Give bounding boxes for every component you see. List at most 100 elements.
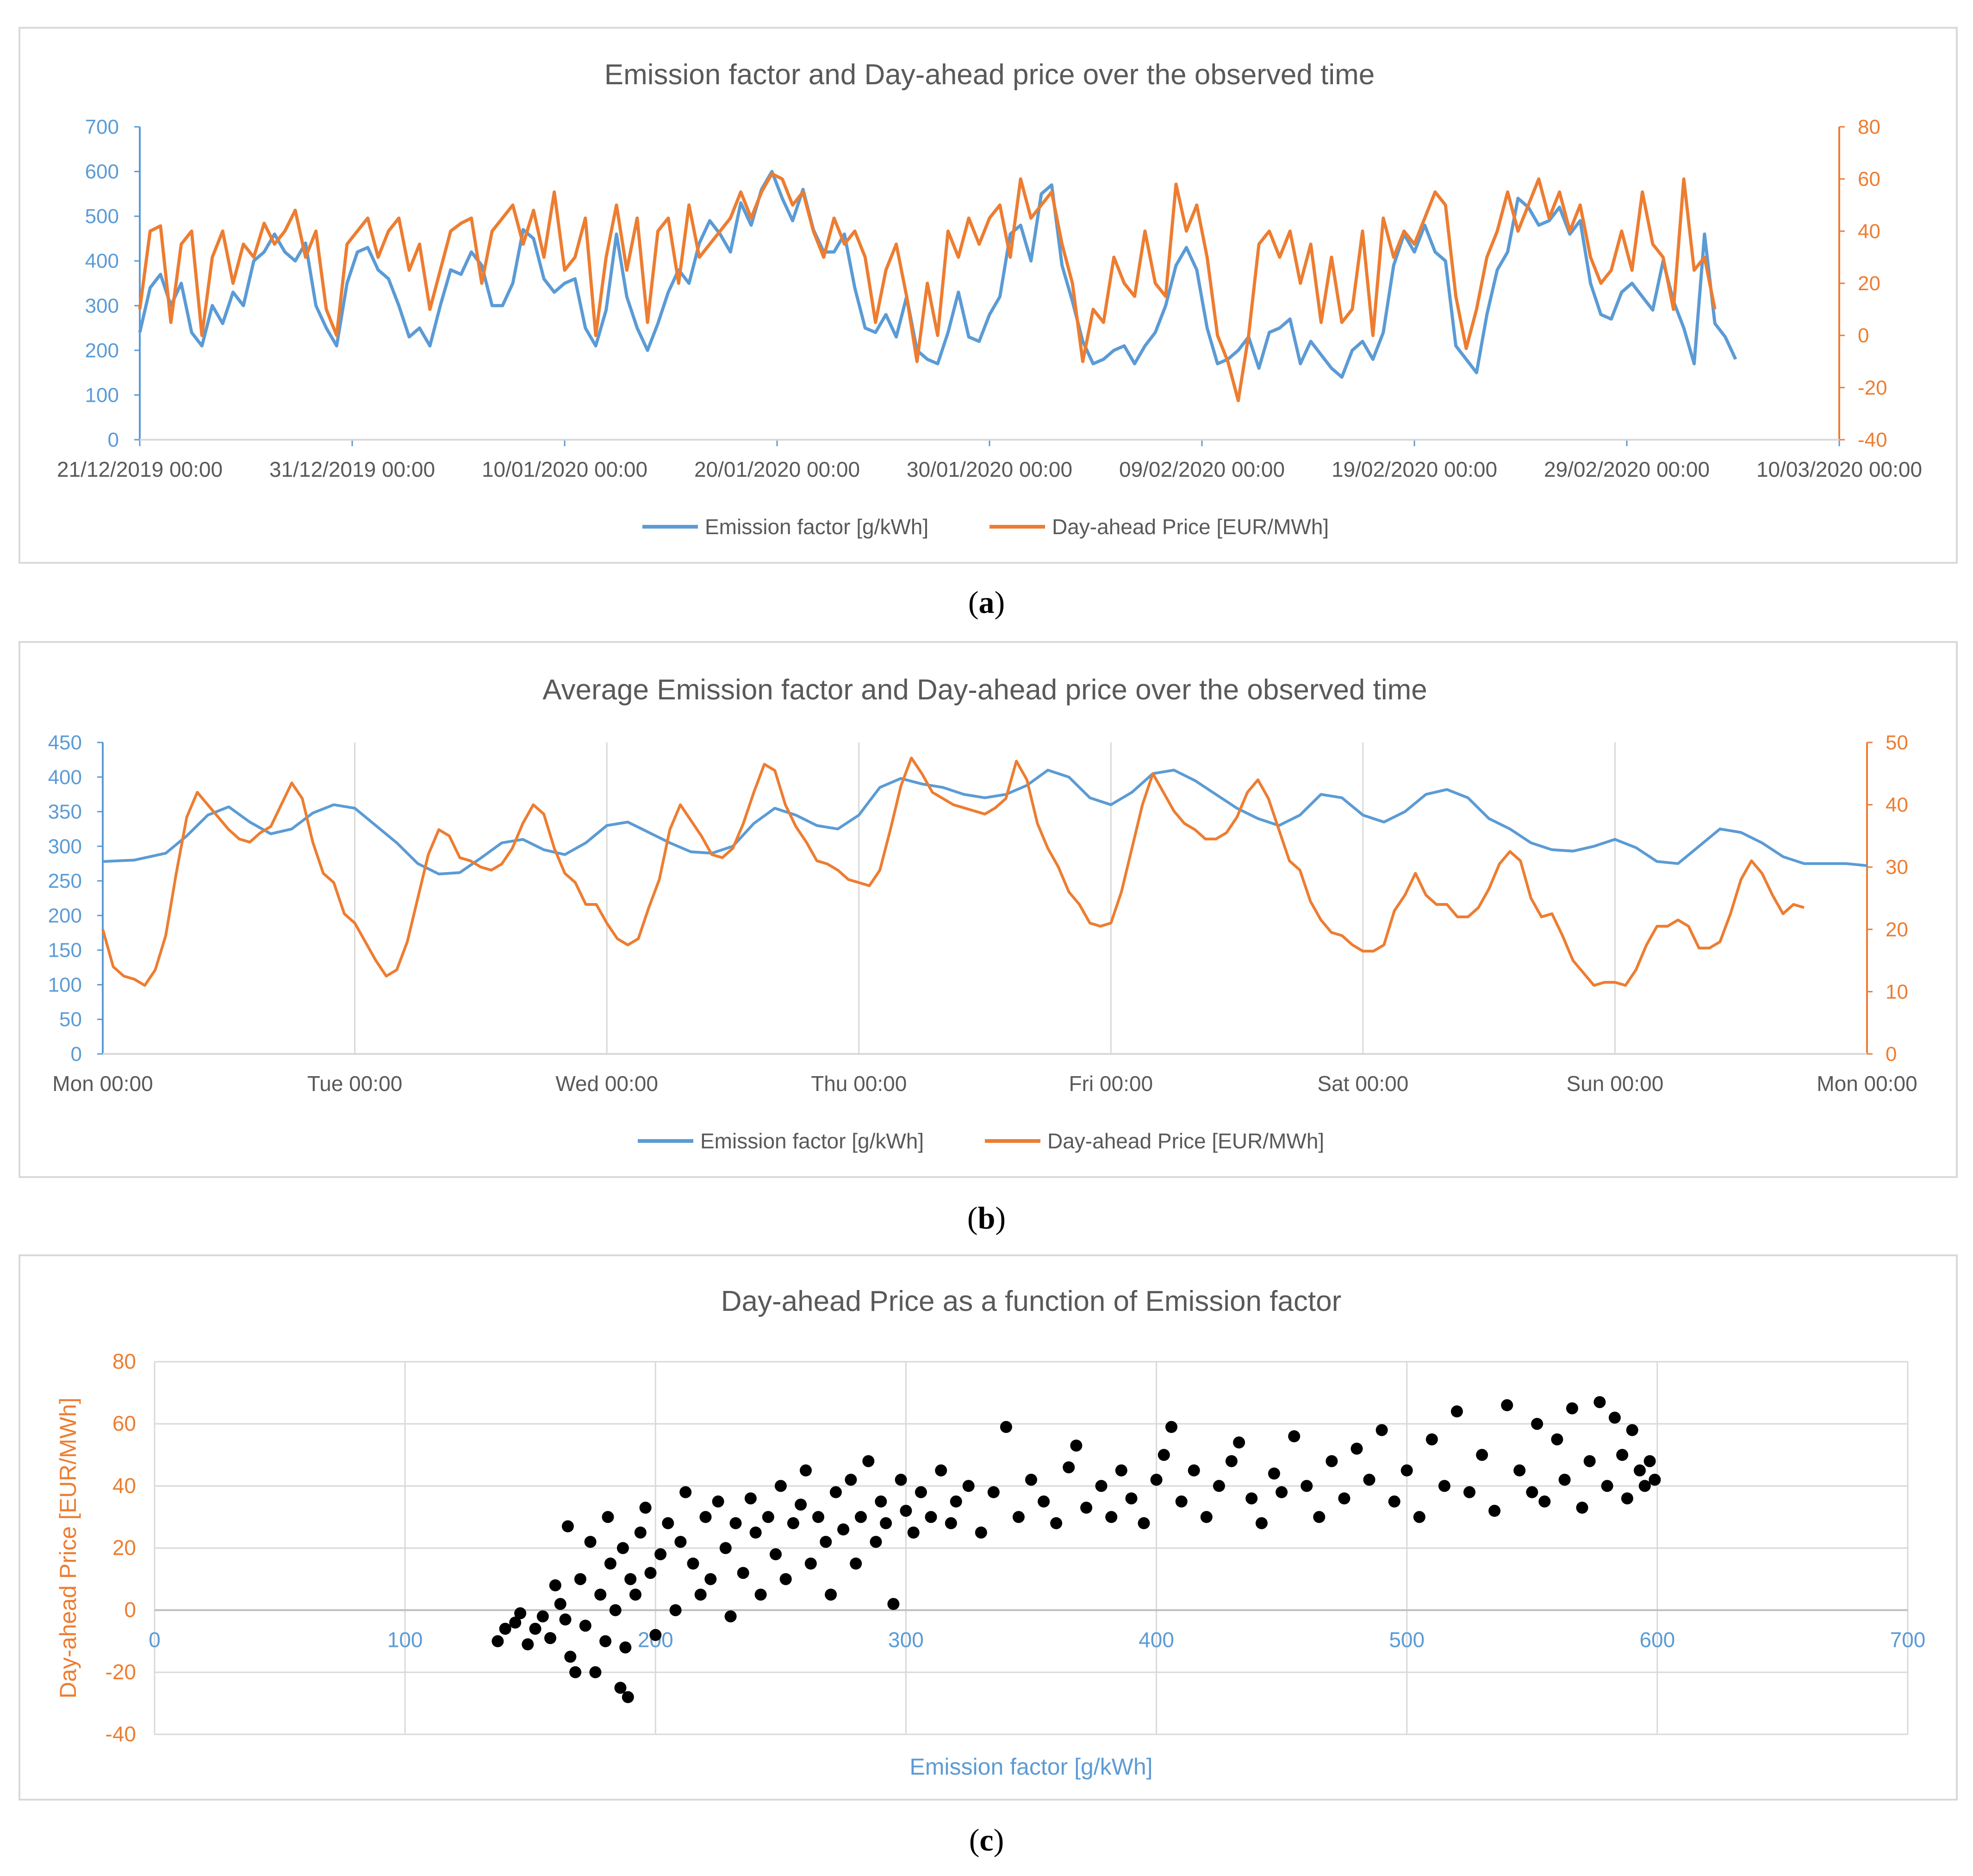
scatter-point: [945, 1517, 957, 1529]
scatter-point: [804, 1558, 817, 1570]
scatter-point: [1165, 1421, 1177, 1433]
y-left-tick-label: 0: [71, 1043, 82, 1066]
scatter-point: [950, 1495, 962, 1508]
scatter-point: [829, 1486, 842, 1498]
scatter-point: [850, 1558, 862, 1570]
y-left-tick-label: 600: [85, 161, 119, 183]
scatter-point: [509, 1616, 522, 1629]
scatter-point: [719, 1542, 732, 1554]
chart-title: Day-ahead Price as a function of Emissio…: [721, 1285, 1342, 1317]
x-tick-label: 100: [387, 1628, 423, 1652]
scatter-point: [1643, 1455, 1656, 1467]
scatter-point: [724, 1610, 737, 1623]
scatter-point: [812, 1511, 824, 1523]
scatter-point: [975, 1527, 987, 1539]
y-left-tick-label: 50: [59, 1008, 82, 1031]
scatter-point: [1576, 1502, 1588, 1514]
y-left-tick-label: 100: [48, 973, 82, 996]
scatter-point: [1531, 1418, 1544, 1430]
scatter-point: [599, 1635, 612, 1647]
scatter-point: [1601, 1480, 1613, 1492]
scatter-point: [629, 1589, 641, 1601]
scatter-point: [1375, 1424, 1388, 1436]
x-tick-label: Sat 00:00: [1317, 1072, 1408, 1096]
scatter-point: [1268, 1467, 1280, 1480]
scatter-point: [584, 1536, 597, 1548]
y-left-tick-label: 400: [48, 766, 82, 789]
scatter-point: [662, 1517, 674, 1529]
y-tick-label: -20: [106, 1660, 136, 1684]
legend-emission-label: Emission factor [g/kWh]: [705, 515, 928, 539]
scatter-point: [1626, 1424, 1638, 1436]
scatter-point: [1125, 1492, 1138, 1505]
scatter-point: [744, 1492, 757, 1505]
scatter-point: [594, 1589, 607, 1601]
scatter-point: [1301, 1480, 1313, 1492]
scatter-point: [1488, 1505, 1501, 1517]
x-tick-label: Thu 00:00: [811, 1072, 907, 1096]
scatter-point: [1150, 1473, 1163, 1486]
scatter-point: [737, 1567, 749, 1579]
scatter-point: [1288, 1430, 1301, 1442]
scatter-point: [687, 1558, 699, 1570]
scatter-point: [1105, 1511, 1118, 1523]
scatter-point: [837, 1523, 850, 1536]
scatter-point: [574, 1573, 586, 1585]
scatter-point: [561, 1520, 574, 1533]
scatter-point: [845, 1473, 857, 1486]
scatter-point: [787, 1517, 799, 1529]
scatter-point: [875, 1495, 887, 1508]
x-tick-label: Wed 00:00: [555, 1072, 658, 1096]
scatter-point: [499, 1622, 511, 1635]
chart-b-svg: Average Emission factor and Day-ahead pr…: [48, 674, 1917, 1153]
scatter-point: [1233, 1436, 1245, 1449]
scatter-point: [770, 1548, 782, 1560]
scatter-point: [754, 1589, 767, 1601]
scatter-point: [624, 1573, 637, 1585]
y-axis-title: Day-ahead Price [EUR/MWh]: [55, 1397, 81, 1698]
y-left-tick-label: 450: [48, 731, 82, 754]
y-tick-label: 60: [112, 1411, 136, 1435]
x-tick-label: 300: [888, 1628, 924, 1652]
y-right-tick-label: -40: [1858, 429, 1887, 451]
scatter-point: [654, 1548, 667, 1560]
scatter-point: [492, 1635, 504, 1647]
x-tick-label: 30/01/2020 00:00: [907, 457, 1072, 481]
scatter-point: [1338, 1492, 1351, 1505]
scatter-point: [1188, 1464, 1200, 1477]
scatter-point: [779, 1573, 792, 1585]
scatter-point: [1245, 1492, 1258, 1505]
scatter-point: [1255, 1517, 1268, 1529]
scatter-point: [679, 1486, 692, 1498]
x-tick-label: Mon 00:00: [1817, 1072, 1917, 1096]
x-tick-label: 31/12/2019 00:00: [269, 457, 435, 481]
legend-emission-label: Emission factor [g/kWh]: [700, 1129, 924, 1153]
x-tick-label: Sun 00:00: [1567, 1072, 1664, 1096]
scatter-point: [1638, 1480, 1651, 1492]
scatter-point: [1608, 1411, 1621, 1424]
x-tick-label: 600: [1639, 1628, 1675, 1652]
scatter-point: [609, 1604, 622, 1616]
scatter-point: [825, 1589, 837, 1601]
scatter-point: [1526, 1486, 1538, 1498]
scatter-point: [614, 1682, 627, 1694]
x-tick-label: 10/01/2020 00:00: [482, 457, 647, 481]
scatter-point: [529, 1622, 541, 1635]
y-tick-label: 40: [112, 1473, 136, 1497]
y-right-tick-label: 20: [1858, 272, 1880, 295]
scatter-point: [1593, 1396, 1606, 1409]
scatter-point: [862, 1455, 875, 1467]
scatter-point: [855, 1511, 867, 1523]
scatter-point: [1501, 1399, 1513, 1411]
y-tick-label: 0: [124, 1598, 136, 1622]
y-left-tick-label: 200: [48, 904, 82, 927]
scatter-point: [1363, 1473, 1375, 1486]
y-right-tick-label: 60: [1858, 168, 1880, 191]
scatter-point: [1138, 1517, 1150, 1529]
scatter-point: [644, 1567, 657, 1579]
y-left-tick-label: 0: [108, 429, 119, 451]
x-tick-label: 29/02/2020 00:00: [1544, 457, 1710, 481]
y-left-tick-label: 150: [48, 939, 82, 962]
scatter-point: [564, 1651, 577, 1663]
scatter-point: [1425, 1433, 1438, 1446]
